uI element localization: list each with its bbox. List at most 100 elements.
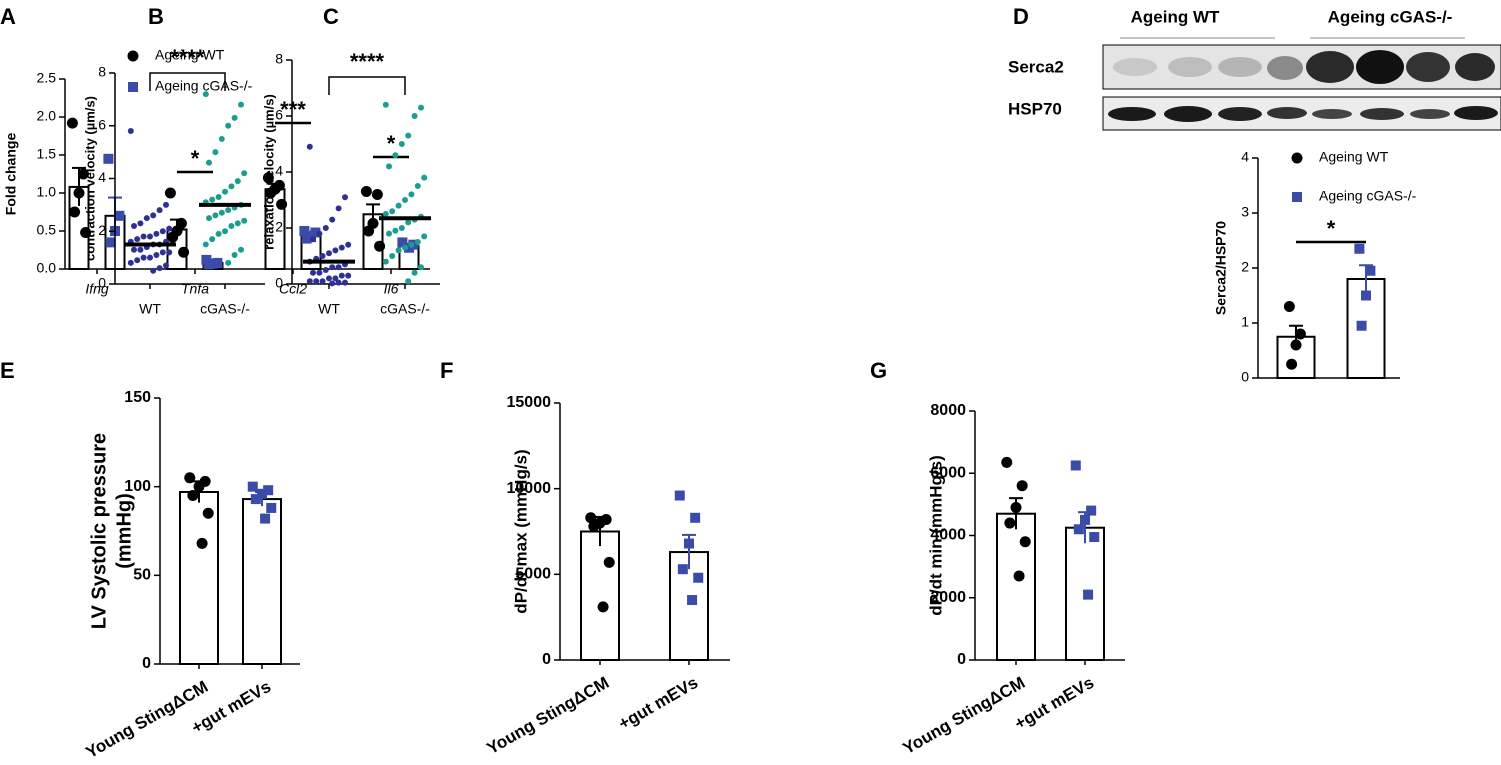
x-tick-label: cGAS-/-: [200, 301, 250, 317]
panel-letter: D: [1013, 4, 1029, 29]
data-point: [335, 279, 342, 286]
data-point: [241, 217, 248, 224]
y-tick-label: 0.0: [37, 260, 57, 276]
data-point: [316, 269, 323, 276]
data-point: [319, 253, 326, 259]
blot-row-label: HSP70: [1008, 99, 1062, 118]
y-tick-label: 8: [98, 64, 106, 80]
data-point: [178, 246, 190, 258]
data-point: [187, 490, 199, 502]
data-point: [335, 264, 342, 271]
data-point: [329, 280, 336, 287]
panel-letter: G: [870, 358, 887, 383]
x-tick-label: Tnfa: [181, 281, 209, 297]
data-point: [382, 101, 389, 108]
x-tick-label: cGAS-/-: [380, 301, 430, 317]
data-point: [1283, 301, 1295, 312]
data-point: [398, 141, 405, 147]
data-point: [418, 264, 424, 271]
data-point: [212, 212, 219, 219]
data-point: [371, 189, 383, 201]
data-point: [166, 249, 173, 256]
data-point: [147, 233, 153, 240]
bar: [996, 512, 1036, 662]
data-point: [1004, 517, 1016, 529]
y-tick-label: 0: [957, 651, 966, 668]
data-point: [345, 241, 352, 248]
y-tick-label: 6000: [930, 464, 966, 481]
y-tick-label: 1.0: [37, 184, 57, 200]
data-point: [159, 228, 166, 235]
y-tick-label: 1: [1241, 314, 1249, 330]
data-point: [1089, 532, 1100, 543]
y-tick-label: 0: [275, 275, 283, 291]
data-point: [156, 207, 163, 214]
data-point: [156, 265, 163, 272]
blot-band: [1356, 50, 1404, 84]
x-tick-label: WT: [318, 301, 340, 317]
data-point: [690, 512, 701, 523]
x-tick-label: Young StingΔCM: [900, 673, 1029, 758]
panel-letter: C: [323, 4, 339, 29]
data-point: [206, 215, 212, 222]
data-point: [395, 247, 402, 254]
data-point: [316, 230, 323, 237]
panel-letter: A: [0, 4, 16, 29]
panel-letter: B: [148, 4, 164, 29]
data-point: [363, 225, 375, 237]
data-point: [1361, 290, 1371, 301]
legend-marker: [128, 82, 138, 92]
y-tick-label: 10000: [507, 480, 552, 497]
data-point: [225, 122, 232, 129]
significance-label: ****: [350, 49, 385, 74]
data-point: [225, 207, 232, 214]
data-point: [209, 196, 216, 203]
data-point: [103, 153, 114, 164]
data-point: [1073, 524, 1084, 535]
data-point: [342, 194, 348, 201]
data-point: [225, 259, 232, 266]
data-point: [260, 513, 271, 524]
data-point: [319, 278, 326, 285]
data-point: [687, 595, 698, 606]
y-tick-label: 50: [133, 567, 151, 584]
y-tick-label: 4: [1241, 149, 1249, 165]
y-tick-label: 2: [275, 219, 283, 235]
y-tick-label: 2: [98, 222, 106, 238]
data-point: [1086, 505, 1097, 516]
y-tick-label: 2.5: [37, 70, 57, 86]
y-axis-label: LV Systolic pressure: [88, 433, 110, 629]
blot-band: [1267, 56, 1303, 80]
data-point: [398, 225, 405, 231]
x-tick-label: Il6: [384, 281, 399, 297]
bar: [179, 490, 219, 665]
data-point: [405, 219, 412, 226]
data-point: [228, 222, 235, 229]
data-point: [402, 244, 408, 251]
data-point: [105, 237, 116, 248]
legend-marker: [1291, 152, 1303, 164]
data-point: [603, 556, 615, 568]
data-point: [164, 187, 176, 199]
blot-row-label: Serca2: [1008, 57, 1064, 76]
data-point: [80, 227, 92, 239]
data-point: [1365, 265, 1376, 276]
significance-label: ***: [280, 97, 306, 122]
significance-bracket: [149, 72, 226, 91]
data-point: [405, 278, 412, 285]
blot-band: [1455, 53, 1495, 81]
significance-label: *: [191, 146, 200, 171]
data-point: [386, 230, 392, 237]
blot-band: [1218, 107, 1262, 121]
data-point: [1286, 358, 1298, 370]
data-point: [203, 259, 214, 270]
data-point: [395, 202, 402, 209]
data-point: [301, 233, 312, 244]
data-point: [329, 216, 336, 223]
data-point: [360, 185, 372, 197]
data-point: [674, 490, 685, 501]
data-point: [329, 264, 336, 271]
data-point: [332, 275, 339, 282]
data-point: [163, 201, 169, 208]
blot-group-label: Ageing WT: [1131, 7, 1220, 26]
